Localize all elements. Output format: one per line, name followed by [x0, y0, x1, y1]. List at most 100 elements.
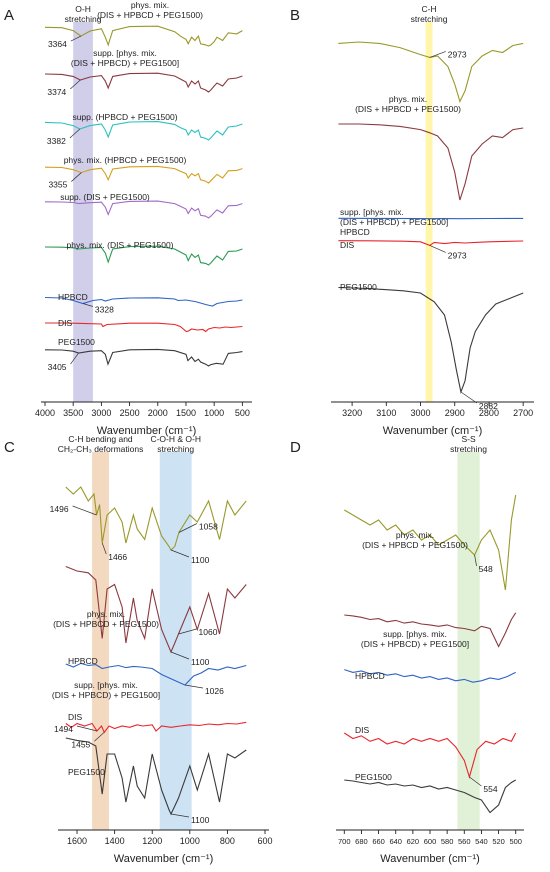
peak-annotation: 1100	[191, 815, 210, 825]
series-label: phys. mix. (DIS + HPBCD + PEG1500)	[53, 609, 159, 629]
x-tick-label: 3200	[342, 408, 362, 418]
peak-annotation: 2973	[448, 49, 467, 59]
x-tick-label: 1000	[204, 408, 224, 418]
peak-annotation: 3382	[47, 136, 66, 146]
band-highlight	[73, 22, 93, 402]
x-tick-label: 1000	[180, 836, 200, 846]
x-tick-label: 2700	[513, 408, 533, 418]
peak-annotation: 3374	[47, 87, 66, 97]
peak-annotation: 2882	[479, 401, 498, 411]
annotation-arrow	[170, 813, 190, 818]
series-label: HPBCD	[58, 292, 88, 302]
x-tick-label: 800	[220, 836, 235, 846]
series-label: HPBCD	[340, 227, 370, 237]
x-axis-title: Wavenumber (cm⁻¹)	[380, 853, 480, 865]
spectrum-line	[344, 494, 517, 591]
peak-annotation: 1060	[199, 627, 218, 637]
x-tick-label: 3100	[376, 408, 396, 418]
spectrum-line	[44, 200, 243, 219]
peak-annotation: 1058	[199, 522, 218, 532]
annotation-arrow	[94, 731, 105, 742]
series-label: HPBCD	[355, 671, 385, 681]
spectrum-line	[338, 240, 524, 247]
peak-annotation: 1100	[191, 657, 210, 667]
peak-annotation: 554	[483, 784, 497, 794]
spectrum-line	[44, 348, 243, 367]
spectrum-line	[65, 737, 247, 816]
band-label: C-H bending and CH₂-CH₃ deformations	[58, 434, 144, 454]
spectrum-line	[344, 732, 517, 779]
annotation-arrow	[469, 776, 482, 787]
x-tick-label: 1200	[142, 836, 162, 846]
peak-annotation: 1026	[205, 686, 224, 696]
x-tick-label: 500	[235, 408, 250, 418]
peak-annotation: 3328	[95, 305, 114, 315]
series-label: PEG1500	[340, 282, 377, 292]
series-label: phys. mix. (DIS + HPBCD + PEG1500)	[362, 530, 468, 550]
series-label: phys. mix. (DIS + HPBCD + PEG1500)	[355, 94, 461, 114]
spectrum-line	[65, 721, 247, 734]
band-highlight	[457, 452, 480, 830]
x-tick-label: 600	[424, 837, 437, 846]
peak-annotation: 1496	[50, 504, 69, 514]
series-label: PEG1500	[58, 337, 95, 347]
annotation-arrow	[170, 549, 190, 558]
band-label: S-S stretching	[450, 434, 487, 454]
series-label: DIS	[355, 725, 370, 735]
spectrum-line	[44, 72, 243, 93]
spectrum-line	[338, 41, 524, 104]
spectrum-line	[338, 286, 524, 394]
series-label: phys. mix. (DIS + PEG1500)	[67, 240, 174, 250]
x-tick-label: 1400	[105, 836, 125, 846]
panel-letter: C	[4, 439, 15, 456]
annotation-arrow	[70, 79, 81, 90]
panel-letter: D	[290, 439, 301, 456]
annotation-arrow	[429, 51, 446, 58]
series-label: DIS	[68, 712, 83, 722]
peak-annotation: 1466	[108, 552, 127, 562]
spectrum-line	[65, 565, 247, 654]
peak-annotation: 1494	[54, 724, 73, 734]
panel-B: C-H stretching phys. mix. (DIS + HPBCD + PE…	[290, 4, 534, 437]
series-label: phys. mix. (HPBCD + PEG1500)	[64, 155, 187, 165]
spectrum-line	[65, 662, 247, 686]
annotation-arrow	[70, 35, 82, 42]
annotation-arrow	[178, 523, 198, 533]
spectrum-line	[344, 612, 517, 648]
x-axis-title: Wavenumber (cm⁻¹)	[114, 853, 214, 865]
spectrum-line	[65, 486, 247, 551]
x-tick-label: 2800	[479, 408, 499, 418]
x-tick-label: 2000	[148, 408, 168, 418]
x-tick-label: 540	[475, 837, 488, 846]
peak-annotation: 1455	[71, 739, 90, 749]
spectrum-line	[44, 165, 243, 184]
band-label: O-H stretching	[65, 4, 102, 24]
x-tick-label: 620	[407, 837, 420, 846]
annotation-arrow	[460, 391, 478, 404]
spectrum-line	[45, 322, 243, 333]
annotation-arrow	[429, 245, 446, 253]
series-label: phys. mix. (DIS + HPBCD + PEG1500)	[97, 0, 203, 20]
x-tick-label: 560	[458, 837, 471, 846]
x-axis-title: Wavenumber (cm⁻¹)	[383, 425, 483, 437]
peak-annotation: 3405	[48, 362, 67, 372]
panel-letter: B	[290, 7, 300, 24]
spectrum-line	[44, 25, 243, 47]
x-tick-label: 580	[441, 837, 454, 846]
spectrum-line	[44, 296, 243, 307]
x-tick-label: 660	[372, 837, 385, 846]
panel-C: C-H bending and CH₂-CH₃ deformations C-O-H…	[4, 434, 273, 865]
series-label: DIS	[340, 240, 355, 250]
series-label: supp. (HPBCD + PEG1500)	[72, 112, 177, 122]
annotation-arrow	[70, 352, 79, 365]
annotation-arrow	[76, 725, 98, 732]
annotation-arrow	[72, 505, 97, 516]
annotation-arrow	[82, 303, 93, 307]
peak-annotation: 2973	[448, 250, 467, 260]
series-label: supp. [phys. mix. (DIS + HPBCD) + PEG1500…	[340, 207, 448, 227]
annotation-arrow	[101, 542, 107, 555]
peak-annotation: 3355	[48, 180, 67, 190]
x-tick-label: 600	[257, 836, 272, 846]
series-label: supp. [phys. mix. (DIS + HPBCD) + PEG1500…	[52, 680, 160, 700]
